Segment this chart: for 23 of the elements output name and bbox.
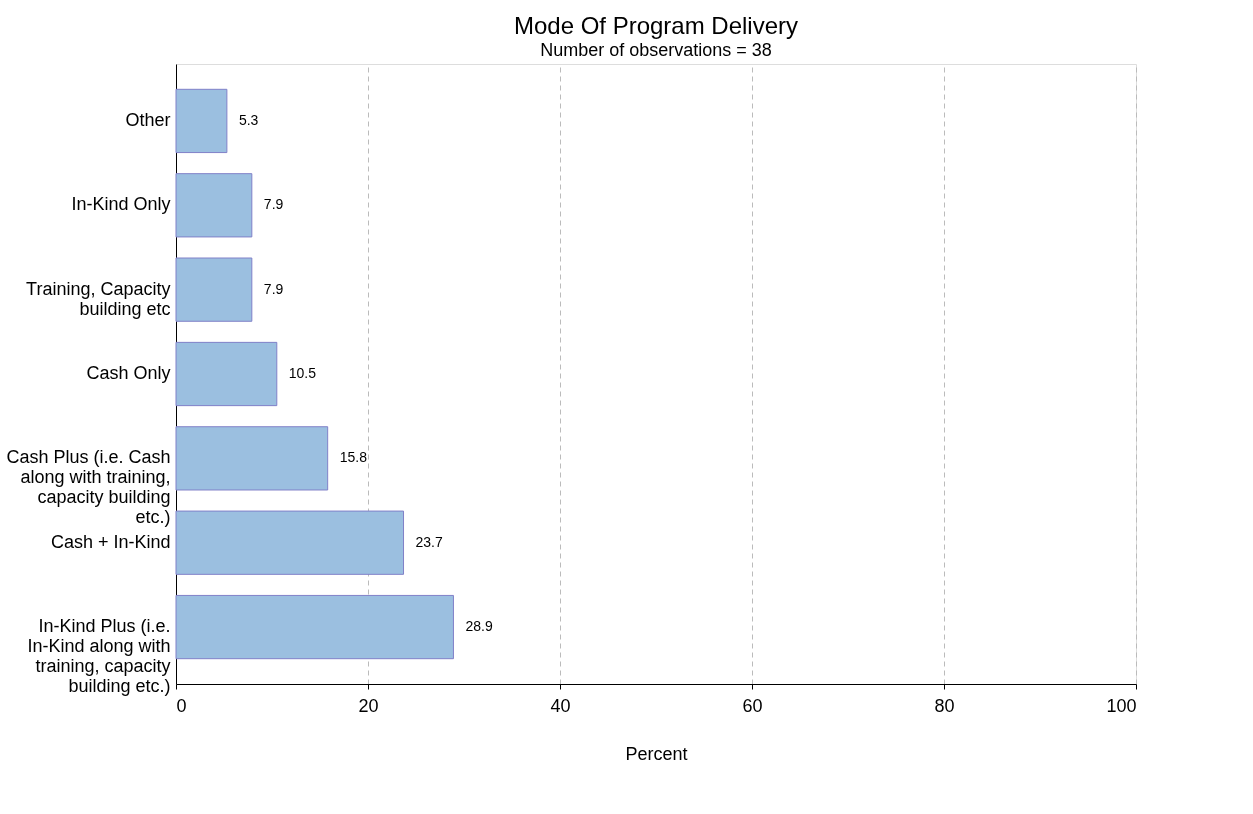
y-tick-label: Training, Capacity building etc xyxy=(26,278,171,319)
y-tick-label: Cash Plus (i.e. Cash along with training, capacity building etc.) xyxy=(6,447,171,528)
data-label: 28.9 xyxy=(465,618,493,635)
x-tick-label: 100 xyxy=(1106,695,1137,716)
data-label: 10.5 xyxy=(288,365,317,381)
y-tick-label: In-Kind Plus (i.e. In-Kind along with training, capacity building etc.) xyxy=(27,616,171,697)
y-tick-label: Cash Only xyxy=(86,363,171,383)
y-tick-label: In-Kind Only xyxy=(71,194,171,215)
x-tick-label: 40 xyxy=(550,695,571,716)
data-label: 7.9 xyxy=(263,280,284,297)
x-tick-label: 60 xyxy=(742,695,763,716)
data-label: 7.9 xyxy=(263,196,284,213)
y-tick-label: Other xyxy=(125,109,171,130)
x-tick-label: 0 xyxy=(176,695,187,716)
data-label: 23.7 xyxy=(415,533,443,550)
y-tick-label: Cash + In-Kind xyxy=(50,531,171,552)
x-axis-title: Percent xyxy=(625,743,688,764)
chart-title: Mode Of Program Delivery xyxy=(513,12,799,39)
x-tick-label: 20 xyxy=(358,695,379,716)
chart-subtitle: Number of observations = 38 xyxy=(540,40,772,60)
data-label: 5.3 xyxy=(238,111,259,128)
data-label: 15.8 xyxy=(339,449,368,466)
x-tick-label: 80 xyxy=(934,695,955,716)
